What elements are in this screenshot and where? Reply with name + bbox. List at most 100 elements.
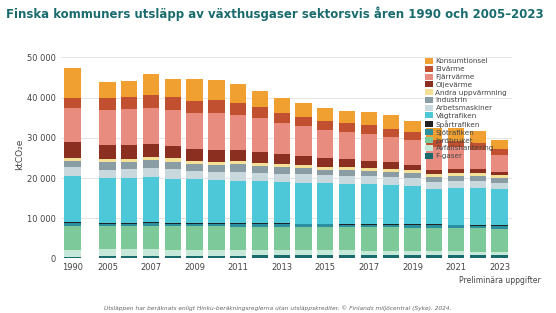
Bar [448, 181, 464, 188]
Bar [165, 162, 181, 169]
Bar [339, 132, 355, 159]
Bar [383, 168, 399, 172]
Bar [361, 184, 377, 224]
Bar [208, 172, 225, 180]
Bar [100, 82, 116, 98]
Bar [252, 107, 268, 118]
Bar [492, 229, 508, 252]
Bar [426, 255, 443, 259]
Bar [208, 100, 225, 113]
Bar [121, 178, 137, 223]
Bar [339, 224, 355, 227]
Bar [274, 123, 290, 154]
Bar [448, 255, 464, 259]
Bar [448, 169, 464, 173]
Bar [404, 170, 421, 173]
Bar [470, 131, 486, 143]
Bar [492, 140, 508, 149]
Bar [64, 225, 81, 250]
Bar [186, 223, 203, 224]
Bar [274, 113, 290, 123]
Bar [230, 224, 246, 227]
Bar [295, 223, 312, 224]
Bar [339, 184, 355, 224]
Bar [295, 103, 312, 116]
Bar [317, 130, 334, 158]
Bar [448, 188, 464, 225]
Bar [186, 256, 203, 259]
Bar [404, 255, 421, 259]
Bar [470, 226, 486, 228]
Bar [295, 126, 312, 156]
Bar [404, 186, 421, 224]
Bar [383, 162, 399, 168]
Bar [448, 225, 464, 228]
Bar [426, 147, 443, 170]
Bar [317, 108, 334, 121]
Bar [64, 158, 81, 161]
Bar [404, 173, 421, 178]
Bar [252, 118, 268, 152]
Bar [470, 188, 486, 225]
Bar [470, 173, 486, 176]
Bar [208, 162, 225, 165]
Bar [252, 152, 268, 162]
Bar [317, 183, 334, 223]
Bar [383, 115, 399, 129]
Bar [121, 81, 137, 97]
Bar [252, 91, 268, 107]
Bar [317, 223, 334, 224]
Bar [339, 176, 355, 184]
Bar [64, 250, 81, 257]
Bar [230, 115, 246, 150]
Bar [295, 165, 312, 168]
Bar [317, 250, 334, 255]
Bar [295, 227, 312, 250]
Bar [383, 225, 399, 228]
Bar [404, 140, 421, 165]
Bar [274, 182, 290, 223]
Bar [165, 97, 181, 110]
Bar [361, 255, 377, 259]
Bar [295, 255, 312, 259]
Bar [361, 224, 377, 225]
Bar [143, 256, 159, 259]
Bar [230, 84, 246, 103]
Bar [492, 149, 508, 155]
Bar [274, 173, 290, 182]
Bar [295, 250, 312, 255]
Bar [121, 97, 137, 109]
Bar [121, 109, 137, 145]
Bar [448, 173, 464, 176]
Bar [317, 227, 334, 250]
Bar [426, 189, 443, 224]
Bar [361, 171, 377, 177]
Bar [143, 177, 159, 222]
Bar [492, 226, 508, 229]
Bar [295, 224, 312, 227]
Bar [361, 168, 377, 171]
Y-axis label: ktCO₂e: ktCO₂e [15, 138, 24, 170]
Bar [470, 150, 486, 169]
Bar [470, 228, 486, 252]
Bar [339, 123, 355, 132]
Bar [143, 95, 159, 108]
Bar [208, 113, 225, 150]
Bar [448, 251, 464, 255]
Bar [186, 161, 203, 164]
Bar [448, 176, 464, 181]
Bar [252, 250, 268, 255]
Bar [143, 108, 159, 144]
Bar [100, 98, 116, 110]
Text: Preliminära uppgifter: Preliminära uppgifter [459, 276, 540, 285]
Bar [426, 251, 443, 255]
Bar [470, 252, 486, 255]
Bar [165, 256, 181, 259]
Bar [165, 169, 181, 178]
Bar [100, 110, 116, 145]
Bar [492, 175, 508, 178]
Bar [208, 180, 225, 223]
Bar [339, 255, 355, 259]
Bar [64, 167, 81, 176]
Bar [165, 226, 181, 249]
